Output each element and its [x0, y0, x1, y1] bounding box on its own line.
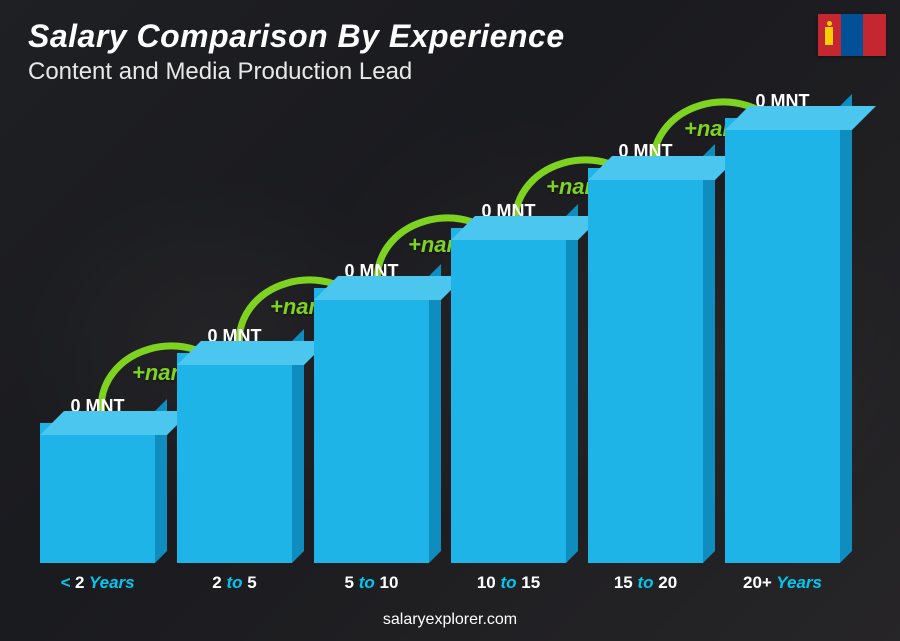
chart-title: Salary Comparison By Experience	[28, 18, 565, 55]
bar	[177, 353, 292, 563]
bar	[588, 168, 703, 563]
x-axis-label: 10 to 15	[477, 573, 540, 593]
bar-chart: +nan%+nan%+nan%+nan%+nan% 0 MNT< 2 Years…	[30, 100, 850, 593]
bar-column: 0 MNT5 to 10	[314, 261, 429, 593]
bar	[451, 228, 566, 563]
x-axis-label: 20+ Years	[743, 573, 822, 593]
x-axis-label: < 2 Years	[60, 573, 134, 593]
flag-stripe-right	[863, 14, 886, 56]
soyombo-symbol	[824, 21, 834, 49]
bar-column: 0 MNT20+ Years	[725, 91, 840, 593]
chart-subtitle: Content and Media Production Lead	[28, 58, 412, 86]
bars-container: 0 MNT< 2 Years0 MNT2 to 50 MNT5 to 100 M…	[30, 100, 850, 593]
bar-column: 0 MNT2 to 5	[177, 326, 292, 593]
bar	[725, 118, 840, 563]
bar	[314, 288, 429, 563]
flag-stripe-mid	[841, 14, 864, 56]
x-axis-label: 2 to 5	[212, 573, 256, 593]
bar-column: 0 MNT10 to 15	[451, 201, 566, 593]
infographic-content: Salary Comparison By Experience Content …	[0, 0, 900, 641]
source-footer: salaryexplorer.com	[0, 611, 900, 629]
x-axis-label: 5 to 10	[345, 573, 399, 593]
bar	[40, 423, 155, 563]
bar-column: 0 MNT< 2 Years	[40, 396, 155, 593]
flag-stripe-left	[818, 14, 841, 56]
bar-column: 0 MNT15 to 20	[588, 141, 703, 593]
country-flag-mongolia	[818, 14, 886, 56]
x-axis-label: 15 to 20	[614, 573, 677, 593]
